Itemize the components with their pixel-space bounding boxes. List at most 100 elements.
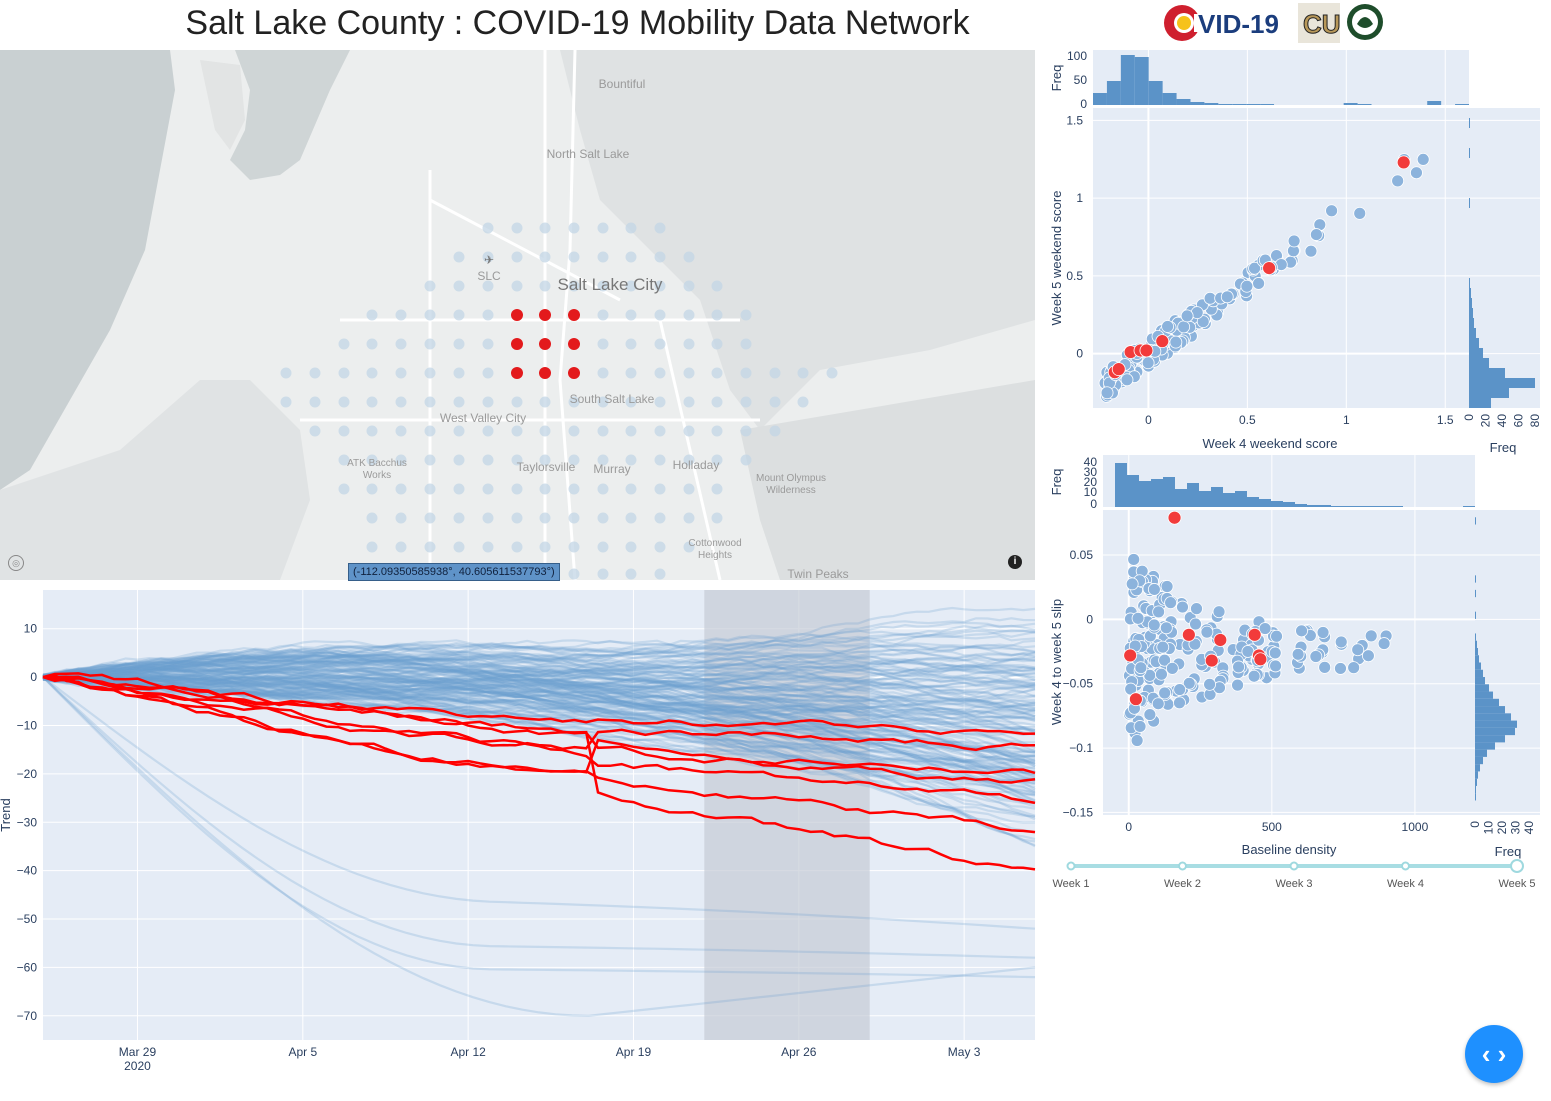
data-point[interactable] <box>1220 290 1234 304</box>
data-point[interactable] <box>1347 661 1361 675</box>
map-view[interactable]: Bountiful North Salt Lake SLC Salt Lake Cit… <box>0 50 1035 580</box>
slider-step[interactable] <box>1401 861 1410 871</box>
data-point[interactable] <box>1391 174 1405 188</box>
highlighted-trend-line[interactable] <box>42 672 1036 736</box>
data-point[interactable] <box>1147 583 1161 596</box>
trend-line[interactable] <box>42 624 1036 678</box>
grid-cell[interactable] <box>539 454 551 466</box>
grid-cell[interactable] <box>711 425 723 437</box>
grid-cell[interactable] <box>366 425 378 437</box>
selected-grid-cell[interactable] <box>511 338 523 350</box>
selected-grid-cell[interactable] <box>511 309 523 321</box>
data-point[interactable] <box>1176 600 1189 614</box>
grid-cell[interactable] <box>568 512 580 524</box>
trend-line[interactable] <box>42 649 1036 720</box>
grid-cell[interactable] <box>654 367 666 379</box>
trend-line[interactable] <box>42 671 1036 802</box>
data-point[interactable] <box>1158 653 1171 667</box>
data-point[interactable] <box>1200 625 1214 639</box>
trend-line[interactable] <box>42 663 1036 684</box>
grid-cell[interactable] <box>654 425 666 437</box>
grid-cell[interactable] <box>453 512 465 524</box>
trend-line[interactable] <box>42 667 1036 802</box>
grid-cell[interactable] <box>482 280 494 292</box>
grid-cell[interactable] <box>683 396 695 408</box>
grid-cell[interactable] <box>654 396 666 408</box>
trend-line[interactable] <box>42 676 1036 731</box>
data-point[interactable] <box>1309 650 1323 663</box>
trend-line[interactable] <box>42 670 1036 737</box>
highlighted-trend-line[interactable] <box>42 675 1036 805</box>
grid-cell[interactable] <box>366 309 378 321</box>
grid-cell[interactable] <box>453 483 465 495</box>
trend-line[interactable] <box>42 632 1036 680</box>
slider-step-label[interactable]: Week 3 <box>1275 878 1313 890</box>
data-point[interactable] <box>1269 659 1282 673</box>
data-point[interactable] <box>1165 661 1179 675</box>
trend-line[interactable] <box>42 675 1036 776</box>
selected-grid-cell[interactable] <box>568 309 580 321</box>
grid-cell[interactable] <box>711 454 723 466</box>
highlighted-point[interactable] <box>1139 343 1154 358</box>
grid-cell[interactable] <box>568 568 580 580</box>
grid-cell[interactable] <box>453 541 465 553</box>
trend-line[interactable] <box>42 678 1036 765</box>
trend-line[interactable] <box>42 640 1036 680</box>
map-canvas[interactable]: Bountiful North Salt Lake SLC Salt Lake Cit… <box>0 50 1035 580</box>
data-point[interactable] <box>1159 621 1173 635</box>
trend-line[interactable] <box>42 677 1036 707</box>
mapbox-logo-icon[interactable]: ◎ <box>8 555 24 571</box>
grid-cell[interactable] <box>625 425 637 437</box>
trend-line[interactable] <box>42 654 1036 748</box>
trend-line[interactable] <box>42 675 1036 730</box>
grid-cell[interactable] <box>482 425 494 437</box>
grid-cell[interactable] <box>511 222 523 234</box>
trend-line[interactable] <box>42 675 1036 792</box>
trend-line[interactable] <box>42 670 1036 693</box>
grid-cell[interactable] <box>568 454 580 466</box>
grid-cell[interactable] <box>453 251 465 263</box>
trend-line[interactable] <box>42 639 1036 676</box>
trend-line[interactable] <box>42 673 1036 703</box>
grid-cell[interactable] <box>511 396 523 408</box>
trend-line[interactable] <box>42 676 1036 959</box>
grid-cell[interactable] <box>338 367 350 379</box>
data-point[interactable] <box>1190 602 1203 616</box>
trend-line[interactable] <box>42 675 1036 803</box>
trend-line[interactable] <box>42 667 1036 766</box>
grid-cell[interactable] <box>482 367 494 379</box>
trend-line[interactable] <box>42 658 1036 711</box>
grid-cell[interactable] <box>482 396 494 408</box>
grid-cell[interactable] <box>597 309 609 321</box>
trend-line[interactable] <box>42 665 1036 773</box>
grid-cell[interactable] <box>625 280 637 292</box>
grid-cell[interactable] <box>539 483 551 495</box>
grid-cell[interactable] <box>539 425 551 437</box>
grid-cell[interactable] <box>453 396 465 408</box>
grid-cell[interactable] <box>711 396 723 408</box>
grid-cell[interactable] <box>797 396 809 408</box>
grid-cell[interactable] <box>280 396 292 408</box>
highlighted-point[interactable] <box>1167 510 1182 525</box>
trend-line[interactable] <box>42 653 1036 718</box>
data-point[interactable] <box>1295 624 1308 638</box>
grid-cell[interactable] <box>826 367 838 379</box>
data-point[interactable] <box>1416 153 1430 166</box>
trend-line[interactable] <box>42 654 1036 685</box>
grid-cell[interactable] <box>395 338 407 350</box>
grid-cell[interactable] <box>568 222 580 234</box>
trend-line[interactable] <box>42 674 1036 778</box>
trend-line[interactable] <box>42 673 1036 763</box>
trend-line[interactable] <box>42 674 1036 808</box>
grid-cell[interactable] <box>395 483 407 495</box>
grid-cell[interactable] <box>482 483 494 495</box>
selected-grid-cell[interactable] <box>568 338 580 350</box>
grid-cell[interactable] <box>424 454 436 466</box>
trend-line[interactable] <box>42 665 1036 693</box>
trend-line[interactable] <box>42 640 1036 680</box>
trend-line[interactable] <box>42 674 1036 713</box>
trend-line[interactable] <box>42 675 1036 758</box>
trend-line[interactable] <box>42 667 1036 764</box>
grid-cell[interactable] <box>683 541 695 553</box>
